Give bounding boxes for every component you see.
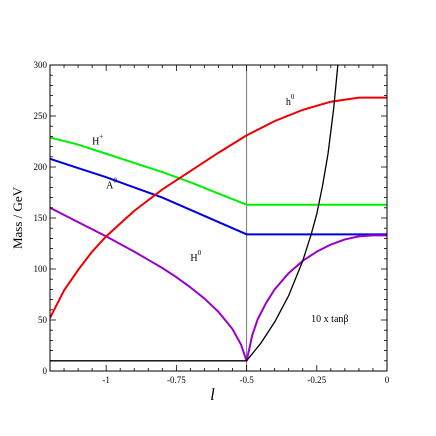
series-line-h0-2 (50, 206, 387, 362)
curve-label: h0 (286, 93, 295, 108)
curve-label: A0 (106, 176, 117, 191)
series-line-a0-1 (50, 157, 387, 236)
x-tick-label: -1 (102, 375, 110, 385)
curve-label: H+ (92, 133, 103, 148)
x-tick-label: -0.25 (307, 375, 326, 385)
plot-frame (49, 64, 388, 372)
y-tick-label: 100 (34, 264, 48, 274)
y-tick-label: 50 (38, 315, 48, 325)
x-axis-title: l (210, 385, 215, 404)
y-tick-label: 200 (34, 162, 48, 172)
series-line-10-x-tan-4 (50, 65, 339, 362)
x-tick-label: -0.5 (239, 375, 254, 385)
y-axis-title: Mass / GeV (10, 186, 25, 249)
series-line-h-0 (50, 136, 387, 206)
y-tick-label: 150 (34, 213, 48, 223)
x-tick-label: 0 (385, 375, 390, 385)
curve-label: 10 x tanβ (311, 314, 348, 325)
y-tick-label: 250 (34, 111, 48, 121)
y-tick-label: 300 (34, 60, 48, 70)
curve-label: H0 (190, 249, 201, 264)
y-tick-label: 0 (43, 366, 48, 376)
x-tick-label: -0.75 (167, 375, 186, 385)
series-line-h0-3 (50, 96, 387, 319)
